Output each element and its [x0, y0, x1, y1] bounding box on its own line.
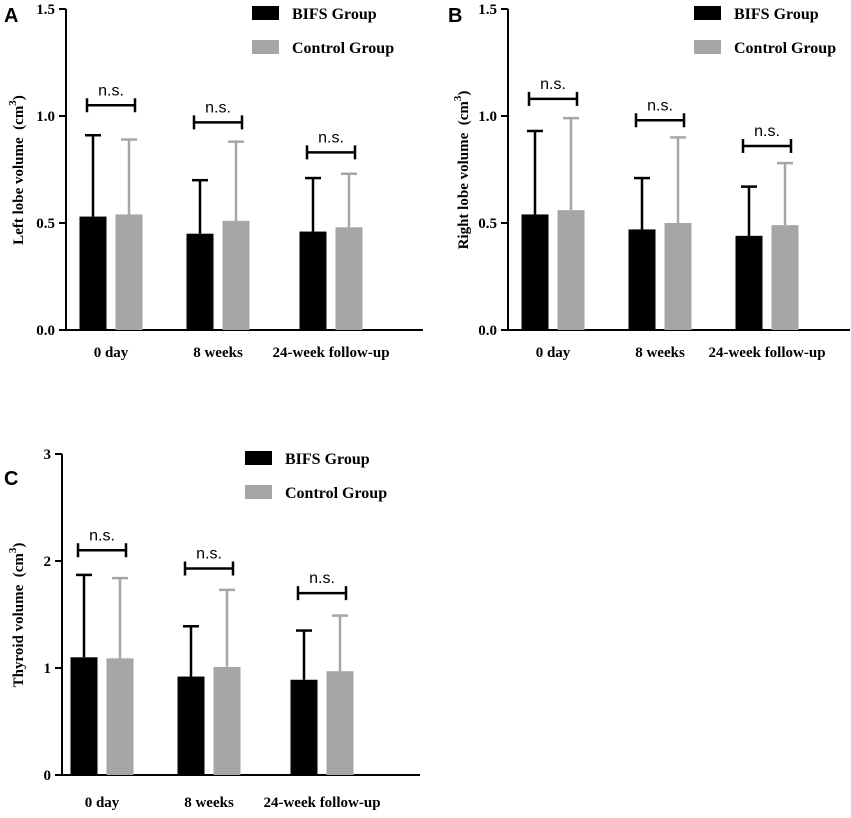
- y-tick-label: 0.5: [36, 216, 55, 232]
- panel-letter: A: [4, 5, 18, 27]
- x-category-label: 24-week follow-up: [272, 345, 389, 361]
- y-axis-title: Thyroid volume (cm3): [7, 543, 27, 688]
- y-axis-title-main: Right lobe volume (cm: [456, 101, 472, 250]
- x-category-label: 0 day: [94, 345, 129, 361]
- bar-bifs: [735, 235, 763, 330]
- bar-bifs: [628, 229, 656, 330]
- legend-label-control: Control Group: [292, 40, 394, 57]
- legend-swatch-control: [252, 40, 279, 54]
- legend-swatch-control: [694, 40, 721, 54]
- bar-bifs: [177, 676, 205, 775]
- bar-bifs: [79, 216, 107, 330]
- y-axis-title-close: ): [11, 543, 27, 548]
- y-tick-label: 0.0: [36, 323, 55, 339]
- y-tick-label: 1: [44, 661, 52, 677]
- legend-label-control: Control Group: [734, 40, 836, 57]
- x-category-label: 8 weeks: [184, 795, 234, 811]
- significance-label: n.s.: [647, 97, 673, 114]
- legend-swatch-bifs: [245, 451, 272, 465]
- significance-bracket: [305, 145, 357, 160]
- bar-control: [557, 210, 585, 330]
- significance-label: n.s.: [89, 527, 115, 544]
- x-category-label: 24-week follow-up: [708, 345, 825, 361]
- legend-swatch-control: [245, 485, 272, 499]
- significance-bracket: [192, 115, 244, 130]
- significance-label: n.s.: [754, 123, 780, 140]
- bar-control: [664, 223, 692, 330]
- bar-bifs: [186, 233, 214, 330]
- y-axis-title: Left lobe volume (cm3): [7, 95, 27, 245]
- significance-bracket: [527, 91, 579, 106]
- y-axis-title-sup: 3: [7, 547, 19, 553]
- significance-bracket: [183, 561, 235, 576]
- bar-control: [335, 227, 363, 330]
- y-tick-label: 1.0: [36, 109, 55, 125]
- bar-control: [115, 214, 143, 330]
- legend-label-bifs: BIFS Group: [734, 6, 819, 23]
- y-axis-title-close: ): [456, 91, 472, 96]
- panel-a: A 0.0 0.5 1.0 1.5 Left lobe volume (cm3) 0 day…: [4, 2, 423, 361]
- y-axis-title: Right lobe volume (cm3): [452, 91, 472, 250]
- significance-bracket: [296, 586, 348, 601]
- bar-bifs: [290, 679, 318, 775]
- x-category-label: 8 weeks: [635, 345, 685, 361]
- y-tick-label: 1.5: [36, 2, 55, 18]
- panel-b: B 0.0 0.5 1.0 1.5 Right lobe volume (cm3) 0 da…: [448, 2, 850, 361]
- bar-control: [771, 225, 799, 330]
- bar-control: [213, 666, 241, 775]
- bar-bifs: [299, 231, 327, 330]
- x-category-label: 0 day: [536, 345, 571, 361]
- panel-letter: B: [448, 5, 462, 27]
- significance-bracket: [741, 138, 793, 153]
- significance-label: n.s.: [540, 76, 566, 93]
- x-category-label: 0 day: [85, 795, 120, 811]
- significance-bracket: [634, 113, 686, 128]
- significance-label: n.s.: [318, 129, 344, 146]
- y-tick-label: 1.0: [478, 109, 497, 125]
- bar-control: [222, 220, 250, 330]
- bar-bifs: [70, 657, 98, 775]
- legend-label-control: Control Group: [285, 485, 387, 502]
- legend-swatch-bifs: [694, 6, 721, 20]
- significance-label: n.s.: [196, 545, 222, 562]
- y-tick-label: 0.5: [478, 216, 497, 232]
- y-axis-title-main: Left lobe volume (cm: [11, 105, 27, 245]
- y-axis-title-sup: 3: [452, 95, 464, 101]
- y-tick-label: 2: [44, 554, 52, 570]
- y-tick-label: 1.5: [478, 2, 497, 18]
- significance-bracket: [76, 543, 128, 558]
- y-axis-title-main: Thyroid volume (cm: [11, 553, 27, 688]
- bar-bifs: [521, 214, 549, 330]
- legend-label-bifs: BIFS Group: [292, 6, 377, 23]
- bar-control: [326, 671, 354, 775]
- y-axis-title-sup: 3: [7, 100, 19, 106]
- y-tick-label: 0.0: [478, 323, 497, 339]
- x-category-label: 24-week follow-up: [263, 795, 380, 811]
- significance-label: n.s.: [309, 570, 335, 587]
- bar-control: [106, 658, 134, 775]
- significance-bracket: [85, 98, 137, 113]
- y-tick-label: 3: [44, 447, 52, 463]
- y-axis-title-close: ): [11, 95, 27, 100]
- significance-label: n.s.: [98, 82, 124, 99]
- x-category-label: 8 weeks: [193, 345, 243, 361]
- y-tick-label: 0: [44, 768, 52, 784]
- significance-label: n.s.: [205, 99, 231, 116]
- legend-swatch-bifs: [252, 6, 279, 20]
- panel-letter: C: [4, 468, 18, 490]
- legend-label-bifs: BIFS Group: [285, 451, 370, 468]
